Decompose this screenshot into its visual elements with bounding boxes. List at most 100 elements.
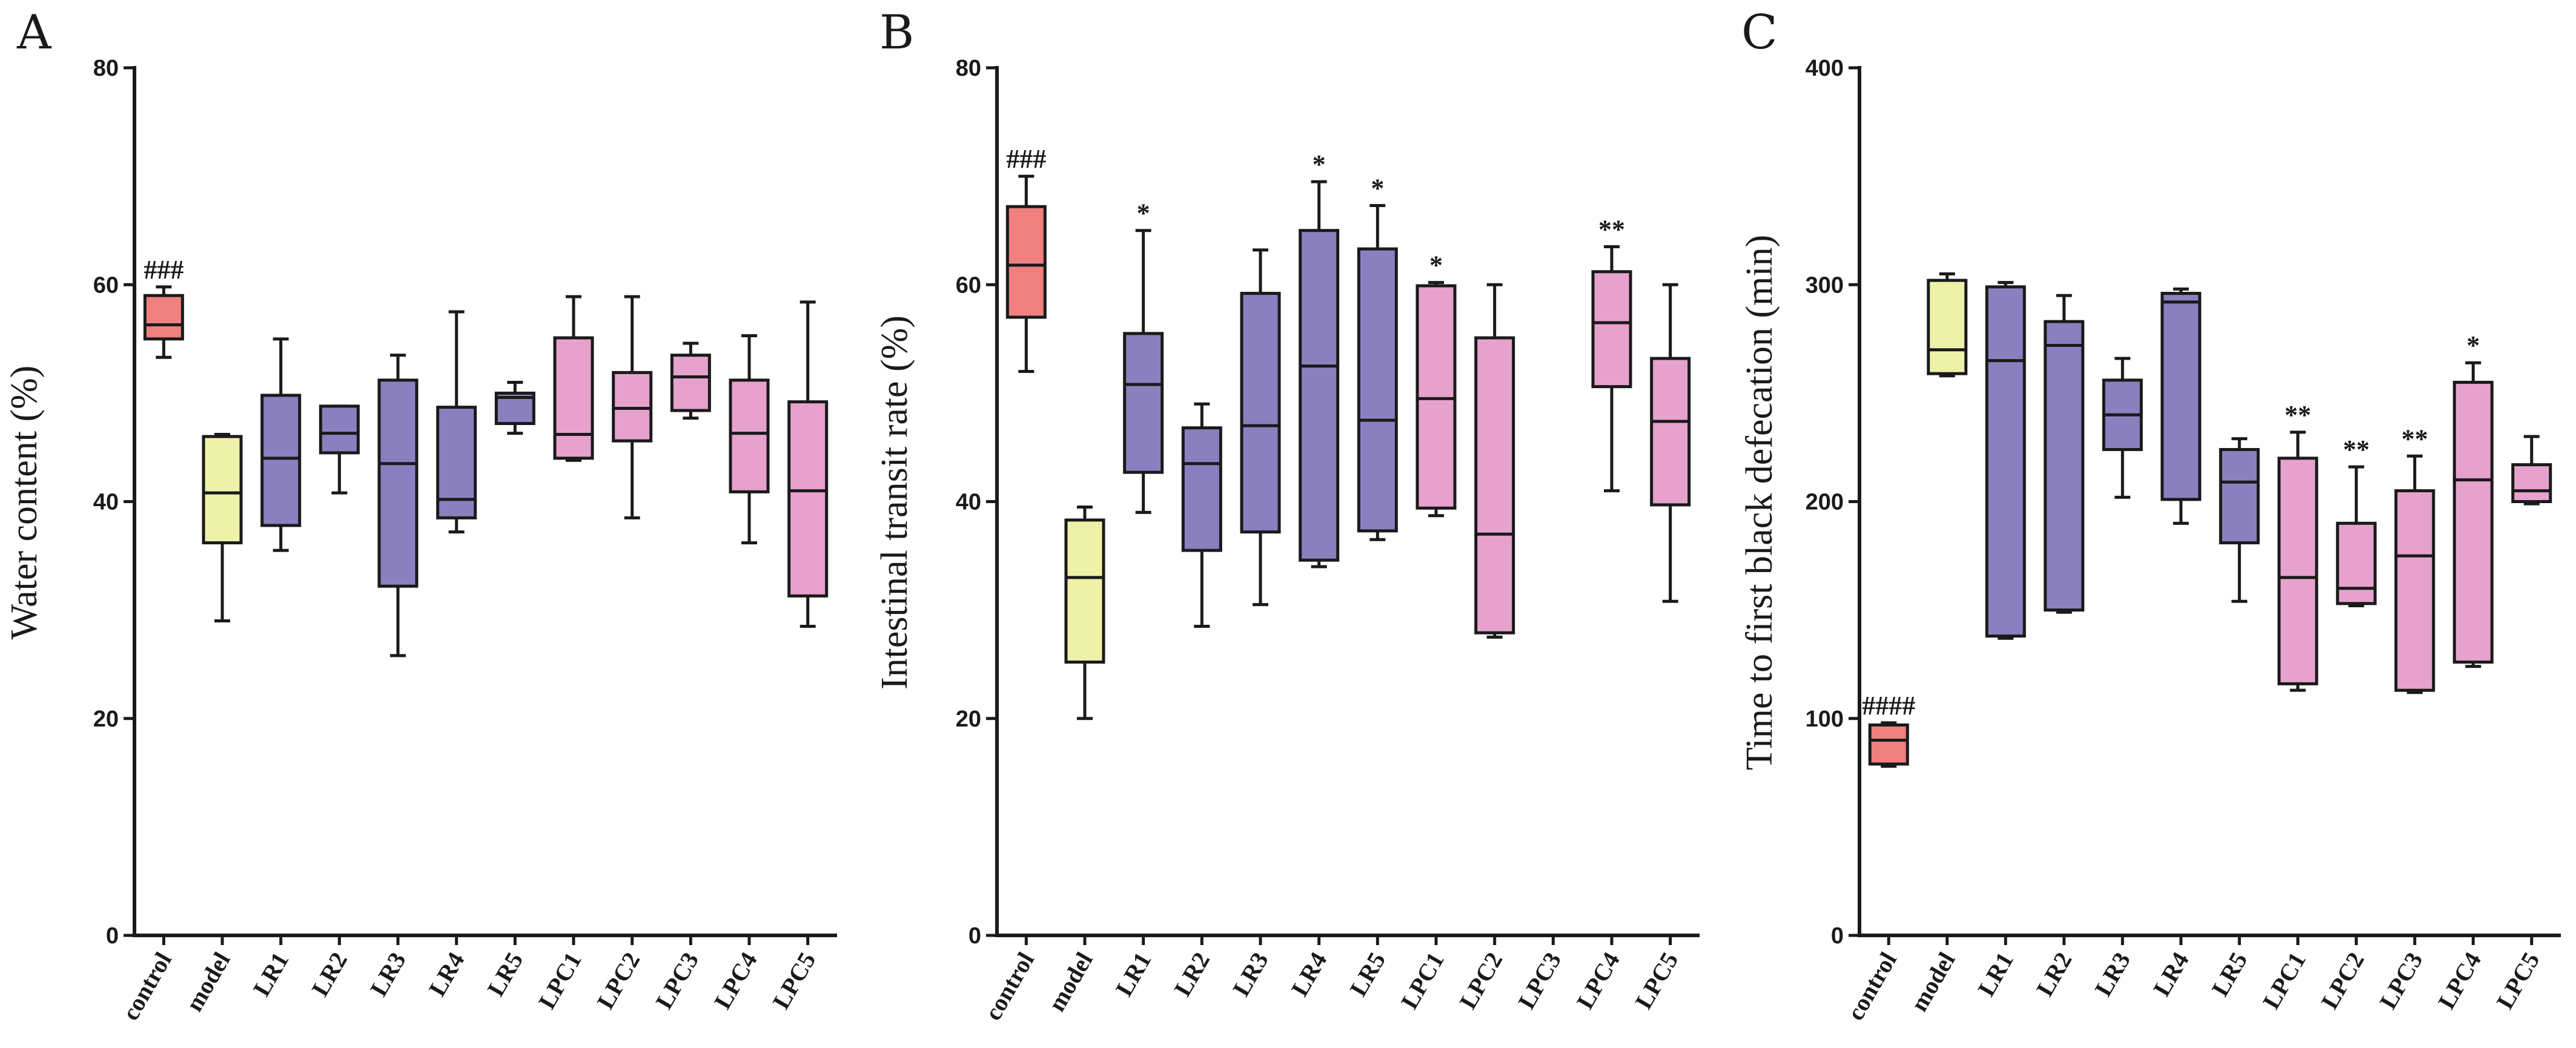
significance-label-control: ### <box>144 255 184 285</box>
y-tick-label: 80 <box>93 56 119 81</box>
plot-area-c: 0 100 200 300 400 control #### model LR1 LR2 LR3 LR… <box>1806 56 2561 1025</box>
x-tick-label-lr5: LR5 <box>2206 947 2253 1001</box>
iqr-box <box>1474 336 1515 634</box>
box-lr2 <box>1181 402 1222 628</box>
iqr-box <box>1927 278 1968 375</box>
x-tick-label-model: model <box>1043 947 1098 1016</box>
x-tick-label-model: model <box>1905 947 1960 1016</box>
y-tick-label: 60 <box>93 272 119 298</box>
x-tick-label-control: control <box>1841 947 1902 1025</box>
iqr-box <box>670 354 711 412</box>
iqr-box <box>2394 489 2435 692</box>
x-tick-label-lpc4: LPC4 <box>2432 947 2486 1013</box>
x-tick-label-lpc5: LPC5 <box>2491 947 2545 1013</box>
box-lr4 <box>436 310 477 534</box>
box-lr3 <box>2102 357 2143 499</box>
x-tick-label-control: control <box>979 947 1039 1025</box>
box-lr2 <box>2044 294 2085 614</box>
x-tick-label-lr5: LR5 <box>1344 947 1391 1001</box>
box-lpc2 <box>612 295 653 519</box>
iqr-box <box>1064 518 1105 664</box>
x-tick-label-lpc5: LPC5 <box>1629 947 1683 1013</box>
panel-letter-c: C <box>1741 5 1778 60</box>
box-lpc3 <box>670 341 711 420</box>
iqr-box <box>1591 270 1632 389</box>
box-lpc5 <box>787 300 829 628</box>
iqr-box <box>1005 205 1047 319</box>
y-tick-label: 0 <box>106 923 119 949</box>
x-tick-label-lpc3: LPC3 <box>2374 947 2428 1013</box>
x-tick-label-model: model <box>180 947 236 1016</box>
box-lr1 <box>260 337 302 552</box>
x-tick-label-lr3: LR3 <box>365 947 411 1001</box>
y-axis-label-b: Intestinal transit rate (%) <box>874 315 915 690</box>
x-tick-label-lpc4: LPC4 <box>1571 947 1625 1013</box>
iqr-box <box>1181 426 1222 552</box>
significance-label-lr5: * <box>1371 173 1384 203</box>
panel-b: B Intestinal transit rate (%) 0 20 40 60 80 c… <box>874 5 1700 1025</box>
box-lr5 <box>494 380 535 435</box>
iqr-box <box>2336 521 2377 605</box>
box-lr3 <box>377 354 419 657</box>
iqr-box <box>1299 229 1340 562</box>
x-tick-label-lr3: LR3 <box>2089 947 2136 1001</box>
box-lpc3 <box>2394 454 2435 694</box>
x-tick-label-lpc1: LPC1 <box>533 947 587 1013</box>
iqr-box <box>553 336 594 460</box>
iqr-box <box>787 400 829 598</box>
iqr-box <box>612 371 653 443</box>
panel-letter-a: A <box>16 5 52 60</box>
x-tick-label-lr2: LR2 <box>306 947 353 1001</box>
iqr-box <box>260 394 302 527</box>
significance-label-lpc4: ** <box>1598 215 1625 245</box>
iqr-box <box>729 378 770 493</box>
box-control <box>1868 721 1909 768</box>
box-lpc5 <box>2511 435 2552 506</box>
x-tick-label-lr1: LR1 <box>248 947 294 1001</box>
box-lr5 <box>1357 203 1398 541</box>
iqr-box <box>2044 320 2085 612</box>
x-tick-label-control: control <box>116 947 177 1025</box>
y-tick-label: 60 <box>956 272 981 298</box>
y-tick-label: 0 <box>1831 923 1844 949</box>
box-model <box>1927 272 1968 378</box>
x-tick-label-lpc4: LPC4 <box>709 947 763 1013</box>
box-lr2 <box>319 404 360 495</box>
iqr-box <box>1123 332 1164 474</box>
box-lr1 <box>1985 281 2026 640</box>
x-tick-label-lpc1: LPC1 <box>1396 947 1449 1013</box>
box-lr4 <box>1299 180 1340 568</box>
box-lpc4 <box>729 334 770 545</box>
iqr-box <box>2219 448 2260 545</box>
box-model <box>202 432 243 623</box>
y-tick-label: 80 <box>956 56 981 81</box>
x-tick-label-lpc2: LPC2 <box>1454 947 1508 1013</box>
box-lr3 <box>1240 248 1281 607</box>
y-tick-label: 20 <box>93 707 119 732</box>
y-tick-label: 40 <box>93 490 119 515</box>
x-tick-label-lr4: LR4 <box>423 947 470 1001</box>
y-tick-label: 40 <box>956 490 981 515</box>
box-lpc2 <box>2336 465 2377 607</box>
x-tick-label-lpc1: LPC1 <box>2257 947 2311 1013</box>
iqr-box <box>377 378 419 588</box>
plot-area-b: 0 20 40 60 80 control ### model LR1 * LR2 LR3 LR4 * LR… <box>956 56 1700 1025</box>
iqr-box <box>143 294 184 341</box>
x-tick-label-lpc3: LPC3 <box>1512 947 1566 1013</box>
x-tick-label-lr4: LR4 <box>2148 947 2194 1001</box>
x-tick-label-lpc3: LPC3 <box>650 947 704 1013</box>
y-tick-label: 300 <box>1806 272 1844 298</box>
box-lpc4 <box>2452 361 2494 668</box>
x-tick-label-lr5: LR5 <box>482 947 528 1001</box>
x-tick-label-lr2: LR2 <box>1168 947 1215 1001</box>
iqr-box <box>2452 380 2494 664</box>
significance-label-lpc1: * <box>1429 251 1443 280</box>
significance-label-lr1: * <box>1137 199 1150 228</box>
iqr-box <box>1868 723 1909 766</box>
iqr-box <box>1650 357 1691 507</box>
panel-c: C Time to first black defecation (min) 0… <box>1739 5 2561 1025</box>
box-lpc2 <box>1474 283 1515 639</box>
iqr-box <box>1240 292 1281 534</box>
